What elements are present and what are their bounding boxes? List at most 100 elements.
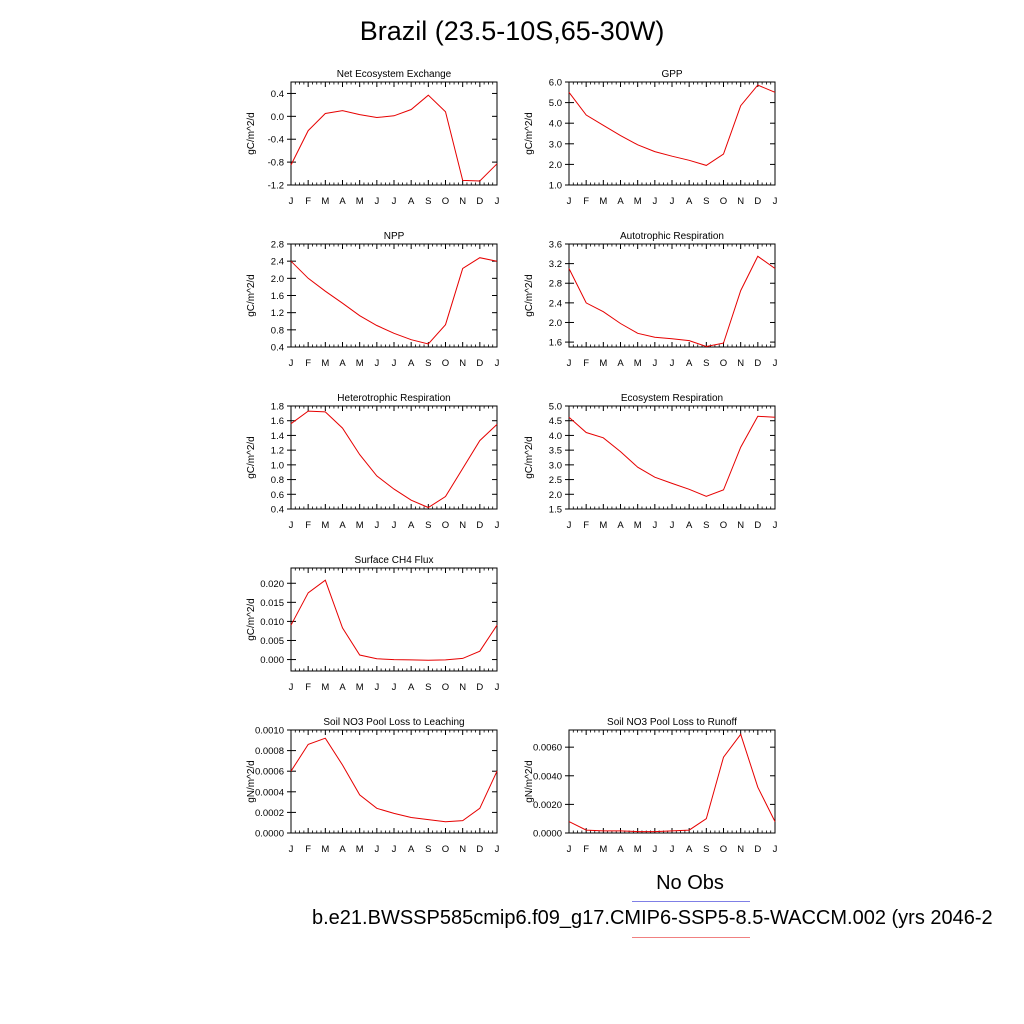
x-tick-label: J: [670, 196, 675, 207]
y-tick-label: 2.0: [271, 274, 284, 285]
x-tick-label: M: [321, 520, 329, 531]
x-tick-label: N: [737, 844, 744, 855]
series-line: [290, 94, 498, 182]
x-tick-label: F: [305, 844, 311, 855]
x-tick-label: J: [652, 844, 657, 855]
x-tick-label: A: [617, 358, 624, 369]
y-tick-label: 0.010: [260, 617, 284, 628]
x-tick-label: A: [686, 520, 693, 531]
x-tick-label: N: [459, 520, 466, 531]
x-tick-label: M: [356, 844, 364, 855]
x-tick-label: D: [754, 196, 761, 207]
y-axis-label: gC/m^2/d: [524, 274, 535, 317]
x-tick-label: J: [392, 844, 397, 855]
series-line: [568, 415, 776, 497]
series-line: [568, 84, 776, 166]
x-tick-label: J: [773, 358, 778, 369]
x-tick-label: A: [686, 196, 693, 207]
x-tick-label: F: [583, 358, 589, 369]
x-tick-label: M: [634, 358, 642, 369]
x-tick-label: D: [754, 844, 761, 855]
x-tick-label: J: [567, 196, 572, 207]
x-tick-label: A: [617, 196, 624, 207]
y-tick-label: 4.5: [549, 416, 562, 427]
x-tick-label: J: [374, 358, 379, 369]
x-tick-label: J: [670, 358, 675, 369]
x-tick-label: S: [703, 520, 709, 531]
y-tick-label: 4.0: [549, 431, 562, 442]
x-tick-label: M: [634, 196, 642, 207]
x-tick-label: M: [321, 196, 329, 207]
y-tick-label: 0.4: [271, 89, 284, 100]
x-tick-label: N: [737, 358, 744, 369]
y-tick-label: 0.0: [271, 112, 284, 123]
x-tick-label: J: [670, 520, 675, 531]
x-tick-label: A: [686, 358, 693, 369]
legend-obs-label: No Obs: [656, 872, 724, 894]
x-tick-label: O: [720, 520, 727, 531]
series-line: [290, 410, 498, 509]
x-tick-label: J: [652, 196, 657, 207]
panel-title: Ecosystem Respiration: [621, 393, 723, 404]
y-axis-label: gN/m^2/d: [246, 760, 257, 803]
plot-frame: [568, 243, 776, 348]
x-tick-label: N: [459, 196, 466, 207]
x-tick-label: D: [476, 844, 483, 855]
x-tick-label: O: [720, 358, 727, 369]
y-tick-label: 3.5: [549, 446, 562, 457]
x-tick-label: D: [476, 196, 483, 207]
y-tick-label: 2.8: [271, 240, 284, 251]
x-tick-label: S: [703, 844, 709, 855]
x-tick-label: S: [425, 844, 431, 855]
x-tick-label: J: [289, 358, 294, 369]
y-tick-label: 0.020: [260, 579, 284, 590]
y-tick-label: 0.0006: [255, 767, 284, 778]
y-tick-label: -0.8: [268, 158, 284, 169]
x-tick-label: O: [442, 844, 449, 855]
y-tick-label: 0.0000: [533, 829, 562, 840]
y-tick-label: 0.015: [260, 598, 284, 609]
x-tick-label: J: [374, 682, 379, 693]
x-tick-label: N: [737, 520, 744, 531]
x-tick-label: J: [289, 844, 294, 855]
x-tick-label: J: [773, 520, 778, 531]
x-tick-label: F: [305, 358, 311, 369]
y-tick-label: 3.2: [549, 259, 562, 270]
y-tick-label: 1.5: [549, 505, 562, 516]
page-title: Brazil (23.5-10S,65-30W): [359, 16, 665, 46]
y-tick-label: 5.0: [549, 402, 562, 413]
y-tick-label: 1.6: [271, 291, 284, 302]
y-tick-label: 5.0: [549, 98, 562, 109]
x-tick-label: O: [442, 196, 449, 207]
panel-title: Soil NO3 Pool Loss to Leaching: [323, 717, 464, 728]
plot-frame: [290, 81, 498, 186]
x-tick-label: A: [408, 682, 415, 693]
y-axis-label: gC/m^2/d: [524, 436, 535, 479]
x-tick-label: S: [425, 196, 431, 207]
x-tick-label: J: [392, 358, 397, 369]
y-tick-label: 2.0: [549, 160, 562, 171]
x-tick-label: M: [321, 844, 329, 855]
x-tick-label: M: [321, 682, 329, 693]
x-tick-label: D: [754, 520, 761, 531]
x-tick-label: J: [495, 358, 500, 369]
x-tick-label: F: [305, 520, 311, 531]
x-tick-label: S: [425, 358, 431, 369]
y-tick-label: 0.0010: [255, 726, 284, 737]
y-axis-label: gC/m^2/d: [246, 274, 257, 317]
series-line: [290, 737, 498, 823]
y-tick-label: 0.4: [271, 343, 284, 354]
plot-frame: [290, 567, 498, 672]
x-tick-label: J: [652, 358, 657, 369]
x-tick-label: J: [495, 196, 500, 207]
x-tick-label: O: [442, 682, 449, 693]
x-tick-label: J: [567, 358, 572, 369]
x-tick-label: S: [425, 520, 431, 531]
series-line: [568, 255, 776, 348]
x-tick-label: M: [634, 844, 642, 855]
x-tick-label: A: [617, 844, 624, 855]
x-tick-label: J: [773, 196, 778, 207]
panel-title: Heterotrophic Respiration: [337, 393, 450, 404]
